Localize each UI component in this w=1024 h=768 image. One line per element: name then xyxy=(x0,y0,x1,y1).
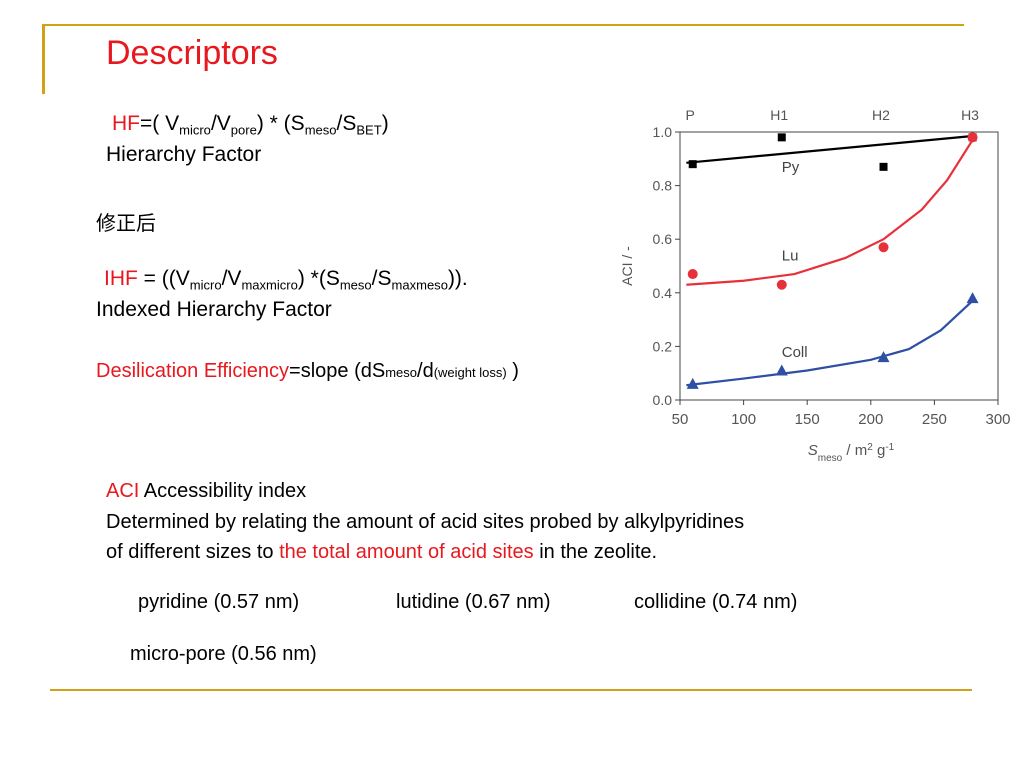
y-tick-label: 0.6 xyxy=(653,231,673,247)
hf-sub: meso xyxy=(304,122,337,138)
note-chinese: 修正后 xyxy=(96,211,156,235)
hf-part: =( V xyxy=(140,112,180,135)
ihf-sub: maxmeso xyxy=(391,277,448,293)
data-point-lu xyxy=(967,132,978,143)
top-sample-label: P xyxy=(686,107,695,123)
ihf-name: Indexed Hierarchy Factor xyxy=(96,298,332,321)
ihf-part: ) *(S xyxy=(297,267,340,290)
aci-description-line1: Determined by relating the amount of aci… xyxy=(106,511,745,533)
y-tick-label: 0.8 xyxy=(653,178,673,194)
aci-label: ACI xyxy=(106,480,140,502)
ihf-formula: IHF = ((Vmicro/Vmaxmicro) *(Smeso/Smaxme… xyxy=(104,267,468,293)
aci-description-line2: of different sizes to the total amount o… xyxy=(106,541,657,564)
aci-desc-part: in the zeolite. xyxy=(533,541,658,563)
fit-line-py xyxy=(686,134,973,164)
hf-name: Hierarchy Factor xyxy=(106,143,262,166)
data-point-coll xyxy=(686,377,699,389)
ihf-part: /S xyxy=(371,267,392,290)
x-axis-label-part: S xyxy=(808,442,818,459)
ihf-label: IHF xyxy=(104,267,138,290)
slide-title: Descriptors xyxy=(106,34,278,72)
micropore-size: micro-pore (0.56 nm) xyxy=(130,643,317,665)
ihf-sub: micro xyxy=(189,277,222,293)
hf-part: /S xyxy=(336,112,357,135)
hf-sub: pore xyxy=(230,122,257,138)
y-tick-label: 1.0 xyxy=(653,124,673,140)
y-axis-label: ACI / - xyxy=(619,246,635,286)
probe-collidine: collidine (0.74 nm) xyxy=(634,591,798,613)
top-sample-label: H3 xyxy=(961,107,979,123)
data-point-coll xyxy=(966,292,979,304)
x-axis-label-part: meso xyxy=(818,453,843,464)
top-sample-label: H2 xyxy=(872,107,890,123)
hf-label: HF xyxy=(112,112,140,135)
y-tick-label: 0.0 xyxy=(653,392,673,408)
y-tick-label: 0.2 xyxy=(653,338,673,354)
x-tick-label: 200 xyxy=(858,411,883,428)
ihf-sub: meso xyxy=(339,277,372,293)
series-label-lu: Lu xyxy=(782,248,799,265)
de-part: ) xyxy=(506,360,519,382)
desilication-formula: Desilication Efficiency=slope (dSmeso/d(… xyxy=(96,360,519,383)
data-point-lu xyxy=(687,269,698,280)
hf-part: ) * (S xyxy=(256,112,305,135)
de-sub: meso xyxy=(385,365,418,380)
desilication-label: Desilication Efficiency xyxy=(96,360,290,382)
x-axis-label-part: / m xyxy=(842,442,867,459)
x-tick-label: 50 xyxy=(672,411,689,428)
hf-sub: BET xyxy=(356,122,382,138)
y-tick-label: 0.4 xyxy=(653,285,673,301)
data-point-py xyxy=(879,162,888,171)
hf-formula: HF=( Vmicro/Vpore) * (Smeso/SBET) xyxy=(112,112,389,138)
hf-part: ) xyxy=(381,112,389,135)
aci-chart: 50 100 150 200 250 300 0.0 0.2 0.4 0.6 0.8 1.0 P H1 H… xyxy=(619,107,1011,464)
data-point-lu xyxy=(878,242,889,253)
x-axis-label-part: -1 xyxy=(885,442,894,453)
aci-desc-highlight: the total amount of acid sites xyxy=(279,541,534,563)
probe-pyridine: pyridine (0.57 nm) xyxy=(138,591,300,613)
top-sample-label: H1 xyxy=(770,107,788,123)
ihf-part: )). xyxy=(447,267,468,290)
fit-line-coll xyxy=(686,300,974,387)
aci-name: Accessibility index xyxy=(139,480,307,502)
x-tick-label: 100 xyxy=(731,411,756,428)
ihf-part: = ((V xyxy=(137,267,190,290)
x-axis-label-part: g xyxy=(873,442,886,459)
x-axis-label-part: 2 xyxy=(867,442,873,453)
decorative-vertical-rule xyxy=(42,24,45,94)
x-tick-label: 250 xyxy=(922,411,947,428)
decorative-top-rule xyxy=(42,24,964,26)
fit-line-lu xyxy=(686,139,974,286)
data-point-lu xyxy=(776,279,787,290)
ihf-part: /V xyxy=(221,267,242,290)
hf-sub: micro xyxy=(179,122,211,138)
plot-frame xyxy=(679,131,999,401)
data-point-coll xyxy=(877,351,890,363)
x-tick-label: 150 xyxy=(795,411,820,428)
decorative-bottom-rule xyxy=(50,689,972,691)
series-label-coll: Coll xyxy=(782,344,808,361)
data-point-py xyxy=(777,133,786,142)
aci-desc-part: of different sizes to xyxy=(106,541,280,563)
ihf-sub: maxmicro xyxy=(241,277,298,293)
de-part: /d xyxy=(417,360,434,382)
aci-heading: ACI Accessibility index xyxy=(106,480,306,503)
hf-part: /V xyxy=(210,112,231,135)
data-point-py xyxy=(688,160,697,169)
de-sub: (weight loss) xyxy=(433,365,507,380)
series-label-py: Py xyxy=(782,159,800,176)
x-tick-label: 300 xyxy=(985,411,1010,428)
probe-lutidine: lutidine (0.67 nm) xyxy=(396,591,551,613)
x-axis-label: Smeso / m2 g-1 xyxy=(808,442,895,464)
data-point-coll xyxy=(775,364,788,376)
de-part: =slope (dS xyxy=(289,360,386,382)
